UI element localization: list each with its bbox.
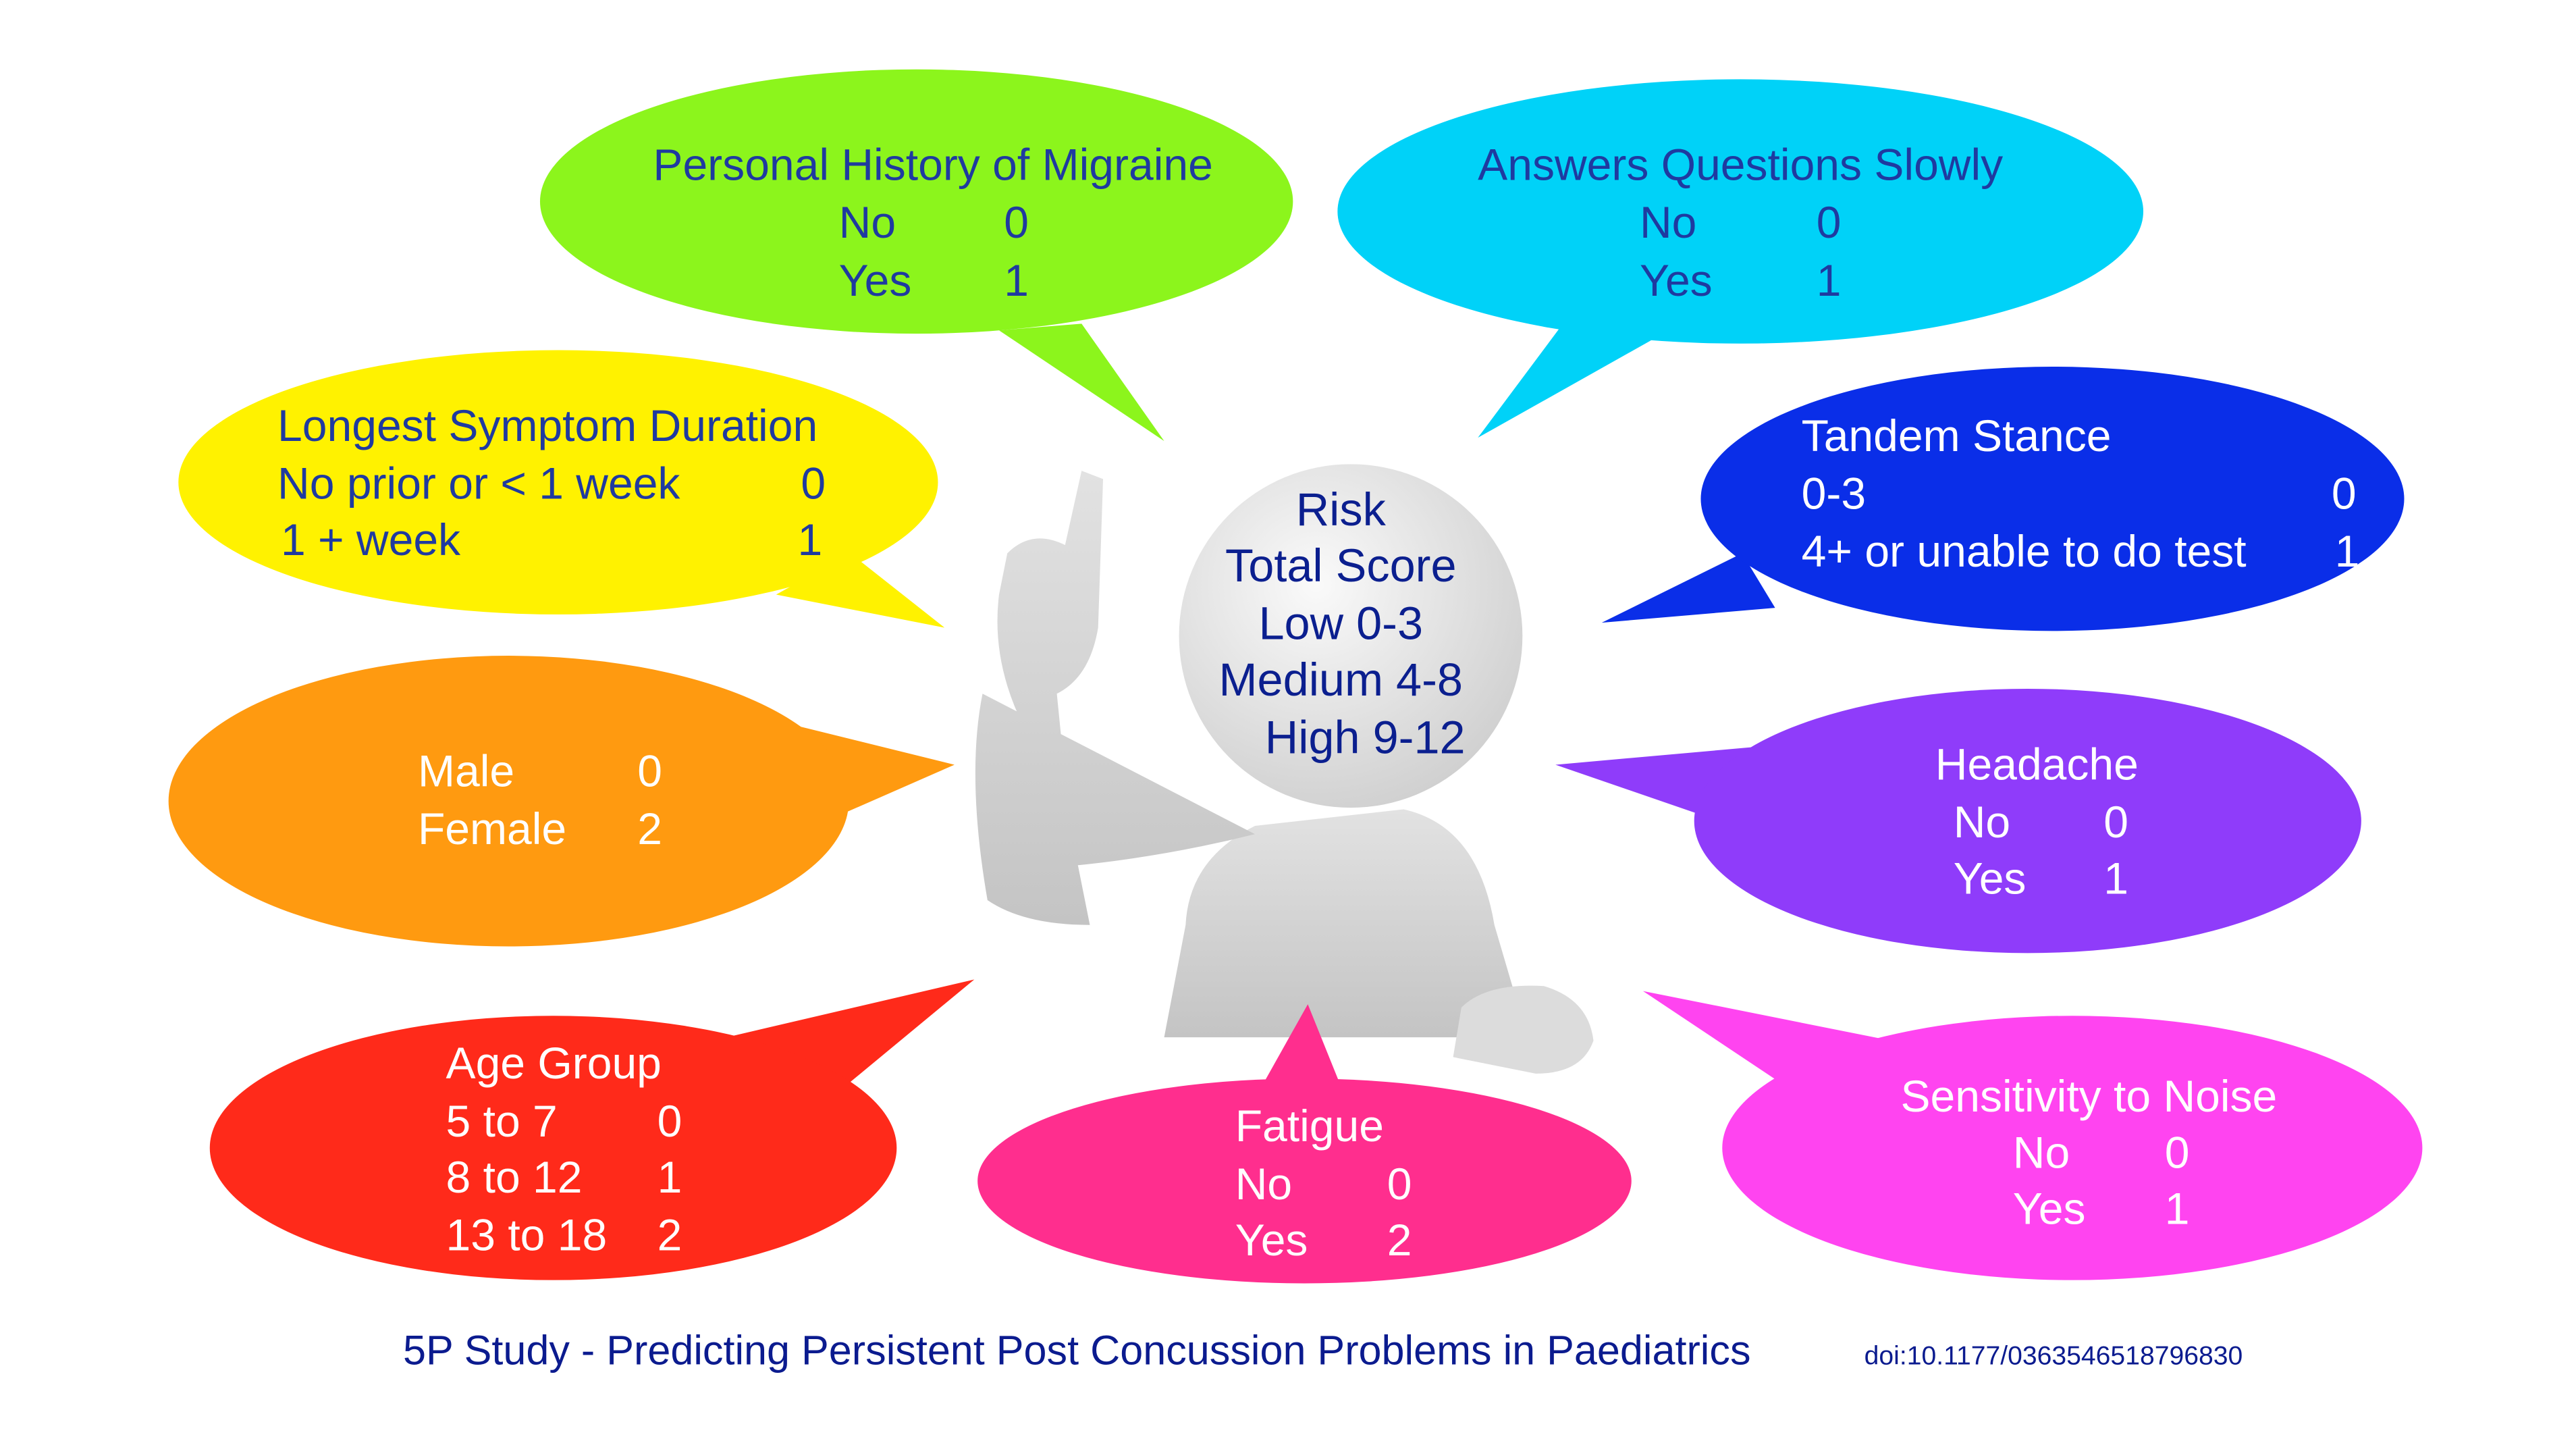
center-total-score-line: Total Score [1225, 540, 1457, 592]
row-label: 5 to 7 [446, 1096, 558, 1146]
bubble-answers-slowly: Answers Questions Slowly No 0 Yes 1 [1337, 79, 2144, 438]
row-label: Yes [1640, 255, 1713, 305]
bubble-headache: Headache No 0 Yes 1 [1555, 688, 2361, 953]
row-label: 4+ or unable to do test [1802, 526, 2247, 576]
row-score: 1 [658, 1152, 682, 1202]
row-label: No [1954, 797, 2010, 847]
row-label: Male [418, 746, 514, 795]
row-score: 2 [637, 804, 662, 854]
row-score: 0 [2165, 1127, 2190, 1177]
row-score: 1 [1817, 255, 1842, 305]
row-label: No [839, 197, 896, 247]
row-label: Yes [1235, 1215, 1308, 1265]
bubble-sex: Male 0 Female 2 [168, 656, 955, 947]
row-label: 8 to 12 [446, 1152, 583, 1202]
row-score: 2 [1387, 1215, 1412, 1265]
center-low-line: Low 0-3 [1258, 598, 1423, 650]
row-label: 0-3 [1802, 468, 1866, 518]
bubble-title: Tandem Stance [1802, 411, 2112, 461]
bubble-title: Headache [1935, 739, 2139, 789]
row-score: 0 [658, 1096, 682, 1146]
row-score: 1 [1004, 255, 1029, 305]
center-medium-line: Medium 4-8 [1219, 654, 1464, 706]
bubble-title: Age Group [446, 1038, 662, 1088]
row-score: 0 [637, 746, 662, 795]
row-score: 0 [1817, 197, 1842, 247]
row-score: 0 [2103, 797, 2128, 847]
row-label: No [1640, 197, 1696, 247]
row-label: Yes [2013, 1183, 2086, 1233]
center-risk-line: Risk [1296, 484, 1387, 535]
bubble-noise-sensitivity: Sensitivity to Noise No 0 Yes 1 [1642, 991, 2423, 1280]
head-circle [1179, 464, 1523, 808]
bubble-title: Answers Questions Slowly [1478, 140, 2003, 190]
thinking-figure-illustration [975, 464, 1594, 1074]
row-label: No [1235, 1159, 1292, 1209]
bubble-migraine: Personal History of Migraine No 0 Yes 1 [539, 69, 1293, 442]
bubble-title: Personal History of Migraine [653, 140, 1212, 190]
row-score: 0 [801, 459, 826, 508]
row-score: 2 [658, 1210, 682, 1260]
bubble-title: Fatigue [1235, 1101, 1384, 1151]
row-score: 0 [1387, 1159, 1412, 1209]
row-score: 0 [2332, 468, 2357, 518]
bubble-age-group: Age Group 5 to 7 0 8 to 12 1 13 to 18 2 [209, 979, 975, 1280]
row-label: No [2013, 1127, 2070, 1177]
row-label: Yes [839, 255, 912, 305]
row-score: 1 [2103, 853, 2128, 903]
footer-title: 5P Study - Predicting Persistent Post Co… [403, 1327, 1751, 1373]
row-score: 1 [2165, 1183, 2190, 1233]
footer-doi: doi:10.1177/0363546518796830 [1864, 1341, 2243, 1370]
bubble-symptom-duration: Longest Symptom Duration No prior or < 1… [178, 350, 945, 628]
row-label: Female [418, 804, 566, 854]
bubble-title: Longest Symptom Duration [277, 400, 817, 450]
row-label: Yes [1954, 853, 2027, 903]
row-label: 1 + week [281, 515, 461, 565]
bubble-tandem-stance: Tandem Stance 0-3 0 4+ or unable to do t… [1601, 367, 2405, 631]
row-score: 1 [2335, 526, 2360, 576]
row-score: 0 [1004, 197, 1029, 247]
center-high-line: High 9-12 [1265, 711, 1466, 763]
row-label: 13 to 18 [446, 1210, 608, 1260]
row-score: 1 [798, 515, 823, 565]
bubble-title: Sensitivity to Noise [1900, 1071, 2277, 1121]
row-label: No prior or < 1 week [277, 459, 680, 508]
bubble-fatigue: Fatigue No 0 Yes 2 [977, 1004, 1632, 1284]
